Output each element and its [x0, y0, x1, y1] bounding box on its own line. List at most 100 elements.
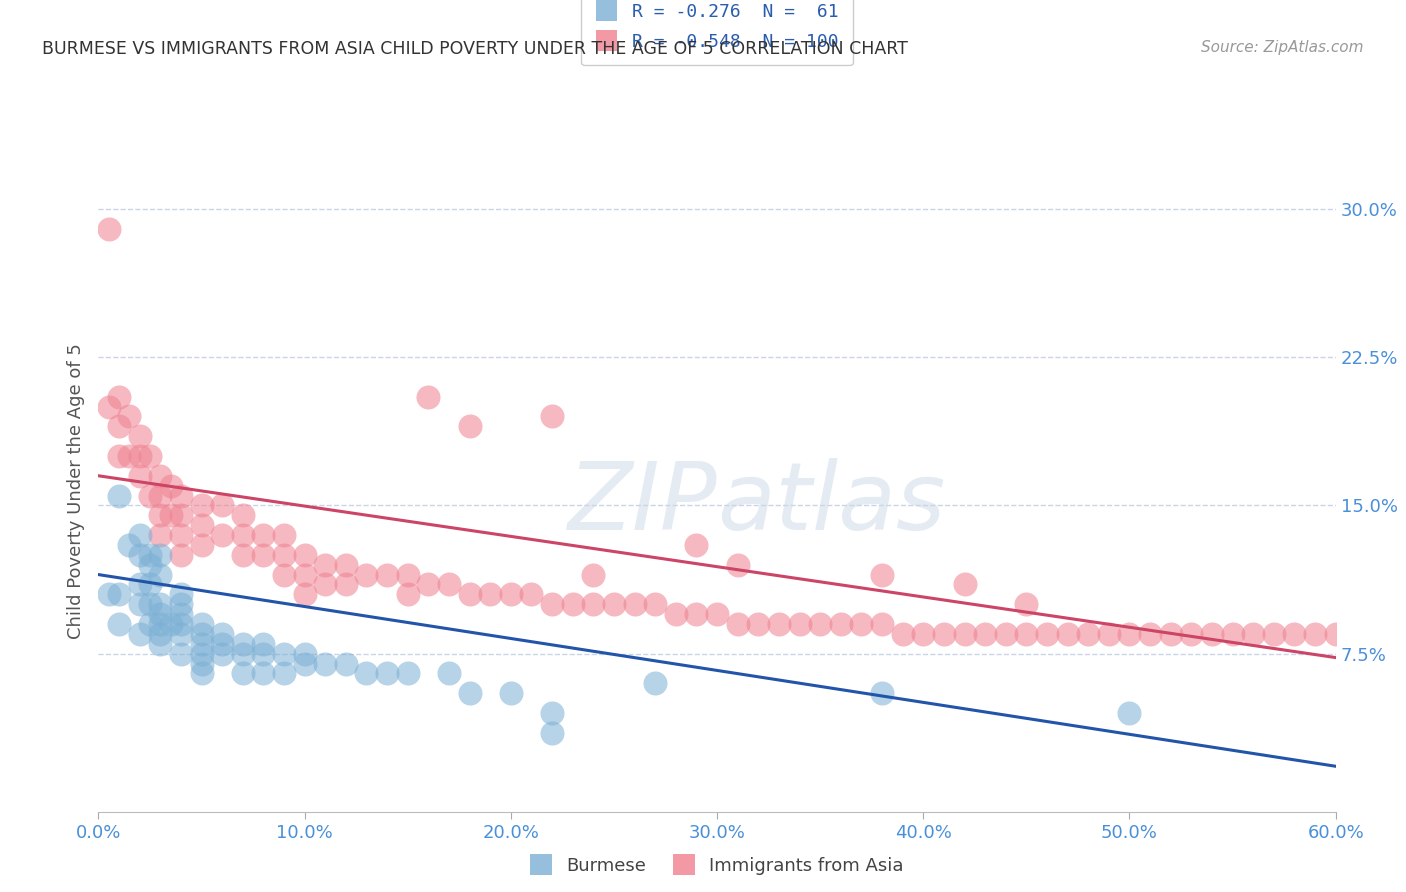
Point — [97, 400, 120, 414]
Point — [128, 548, 150, 562]
Point — [273, 666, 295, 681]
Point — [582, 567, 605, 582]
Point — [665, 607, 688, 621]
Point — [149, 607, 172, 621]
Point — [1180, 627, 1202, 641]
Point — [190, 617, 212, 632]
Point — [232, 637, 254, 651]
Point — [128, 528, 150, 542]
Point — [232, 528, 254, 542]
Point — [139, 449, 162, 463]
Point — [314, 558, 336, 572]
Point — [418, 390, 440, 404]
Point — [190, 627, 212, 641]
Point — [994, 627, 1017, 641]
Point — [149, 627, 172, 641]
Point — [314, 577, 336, 591]
Point — [974, 627, 997, 641]
Point — [294, 657, 316, 671]
Point — [1222, 627, 1244, 641]
Point — [232, 666, 254, 681]
Point — [97, 587, 120, 601]
Point — [953, 577, 976, 591]
Point — [190, 657, 212, 671]
Point — [789, 617, 811, 632]
Point — [356, 666, 378, 681]
Point — [190, 637, 212, 651]
Point — [170, 587, 193, 601]
Point — [190, 499, 212, 513]
Point — [335, 558, 357, 572]
Point — [396, 567, 419, 582]
Point — [479, 587, 502, 601]
Point — [1098, 627, 1121, 641]
Point — [232, 508, 254, 523]
Point — [1077, 627, 1099, 641]
Point — [1284, 627, 1306, 641]
Point — [149, 597, 172, 611]
Y-axis label: Child Poverty Under the Age of 5: Child Poverty Under the Age of 5 — [66, 343, 84, 639]
Point — [118, 449, 141, 463]
Point — [139, 577, 162, 591]
Point — [458, 587, 481, 601]
Point — [159, 508, 181, 523]
Point — [252, 528, 274, 542]
Point — [437, 666, 460, 681]
Point — [747, 617, 769, 632]
Point — [396, 587, 419, 601]
Point — [1036, 627, 1059, 641]
Point — [128, 597, 150, 611]
Point — [603, 597, 626, 611]
Point — [830, 617, 852, 632]
Point — [499, 686, 522, 700]
Point — [356, 567, 378, 582]
Point — [1303, 627, 1326, 641]
Point — [108, 587, 131, 601]
Point — [252, 637, 274, 651]
Point — [644, 597, 666, 611]
Point — [396, 666, 419, 681]
Point — [541, 597, 564, 611]
Point — [582, 597, 605, 611]
Text: BURMESE VS IMMIGRANTS FROM ASIA CHILD POVERTY UNDER THE AGE OF 5 CORRELATION CHA: BURMESE VS IMMIGRANTS FROM ASIA CHILD PO… — [42, 40, 908, 58]
Point — [170, 627, 193, 641]
Point — [108, 390, 131, 404]
Point — [294, 567, 316, 582]
Point — [108, 617, 131, 632]
Point — [335, 577, 357, 591]
Point — [149, 617, 172, 632]
Point — [335, 657, 357, 671]
Point — [128, 429, 150, 443]
Point — [211, 637, 233, 651]
Point — [170, 508, 193, 523]
Point — [128, 627, 150, 641]
Point — [273, 548, 295, 562]
Point — [870, 617, 893, 632]
Point — [139, 558, 162, 572]
Point — [190, 518, 212, 533]
Point — [623, 597, 645, 611]
Point — [953, 627, 976, 641]
Point — [541, 706, 564, 720]
Point — [139, 597, 162, 611]
Point — [891, 627, 914, 641]
Point — [541, 409, 564, 424]
Point — [1263, 627, 1285, 641]
Point — [375, 666, 398, 681]
Point — [149, 567, 172, 582]
Point — [1324, 627, 1347, 641]
Point — [232, 548, 254, 562]
Point — [1201, 627, 1223, 641]
Point — [232, 647, 254, 661]
Point — [294, 548, 316, 562]
Point — [727, 558, 749, 572]
Point — [273, 647, 295, 661]
Point — [211, 627, 233, 641]
Text: atlas: atlas — [717, 458, 945, 549]
Point — [149, 508, 172, 523]
Point — [541, 725, 564, 739]
Point — [211, 499, 233, 513]
Point — [1056, 627, 1078, 641]
Point — [190, 647, 212, 661]
Point — [294, 647, 316, 661]
